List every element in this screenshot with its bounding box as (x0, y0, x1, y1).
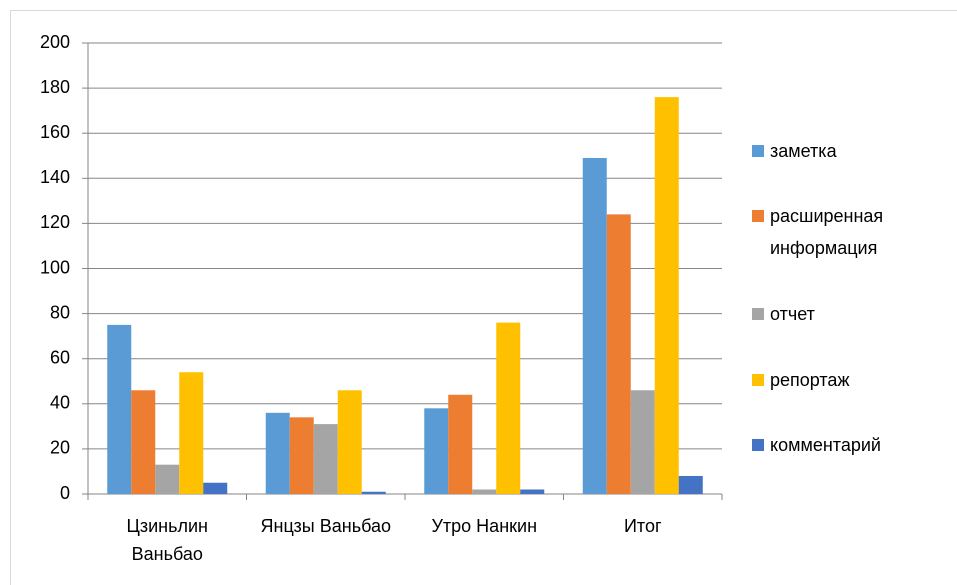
legend-swatch (752, 144, 764, 157)
bar (472, 489, 497, 494)
bar (179, 372, 204, 494)
bar (424, 408, 449, 494)
x-tick-label: Янцзы Ваньбао (260, 516, 392, 536)
legend-swatch (752, 307, 764, 320)
x-tick-label: Цзиньлин Ваньбао (126, 516, 208, 564)
bar (203, 482, 228, 494)
bar (361, 491, 386, 494)
y-tick-label: 100 (40, 257, 70, 277)
bar (448, 394, 473, 494)
legend-label: отчет (770, 303, 815, 324)
y-tick-label: 120 (40, 212, 70, 232)
legend-entry: комментарий (752, 429, 952, 461)
bar (520, 489, 545, 494)
bar (678, 475, 703, 494)
x-tick-label: Утро Нанкин (431, 516, 538, 536)
bar (265, 412, 290, 494)
y-tick-label: 160 (40, 122, 70, 142)
legend-entry: расширенная информация (752, 200, 952, 264)
y-tick-label: 180 (40, 77, 70, 97)
legend-label: заметка (770, 140, 837, 161)
legend-entry: заметка (752, 135, 952, 167)
legend-label: расширенная информация (770, 206, 884, 259)
chart-border (10, 10, 957, 585)
y-tick-label: 0 (60, 483, 70, 503)
y-tick-label: 140 (40, 167, 70, 187)
bar (496, 322, 521, 494)
legend-swatch (752, 373, 764, 386)
y-tick-label: 20 (50, 438, 70, 458)
bar (337, 390, 362, 494)
bar (289, 417, 314, 494)
legend-label: репортаж (770, 369, 850, 390)
y-tick-label: 80 (50, 302, 70, 322)
legend: заметка расширенная информация отчет репорт… (752, 118, 952, 478)
legend-swatch (752, 439, 764, 452)
bar (582, 158, 607, 494)
bar (313, 424, 338, 494)
y-tick-label: 200 (40, 32, 70, 52)
y-tick-label: 60 (50, 347, 70, 367)
bar (107, 324, 132, 494)
bar (606, 214, 631, 494)
legend-label: комментарий (770, 435, 881, 456)
bar (155, 464, 180, 494)
legend-entry: отчет (752, 298, 952, 330)
legend-entry: репортаж (752, 364, 952, 396)
bar (630, 390, 655, 494)
bar (654, 97, 679, 495)
y-tick-label: 40 (50, 393, 70, 413)
legend-swatch (752, 210, 764, 223)
bar (131, 390, 156, 494)
x-tick-label: Итог (623, 516, 662, 536)
